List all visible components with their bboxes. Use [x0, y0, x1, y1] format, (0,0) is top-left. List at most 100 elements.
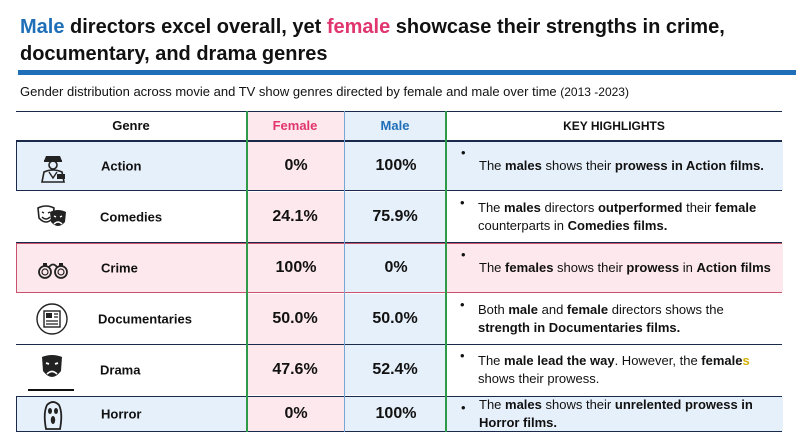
table-row: Comedies 24.1% 75.9% • The males directo…	[16, 192, 782, 242]
hl-text: and	[538, 302, 567, 317]
female-value: 50.0%	[246, 294, 344, 344]
table-row: Drama 47.6% 52.4% • The male lead the wa…	[16, 345, 782, 395]
header-bottom-border	[16, 140, 782, 141]
table-row: Action 0% 100% • The males shows their p…	[16, 141, 783, 191]
hl-bold: prowess in Action films.	[614, 158, 764, 173]
genre-cell: Horror	[17, 397, 247, 431]
male-value: 100%	[345, 142, 447, 190]
male-value: 0%	[345, 244, 447, 292]
hl-text: The	[479, 397, 506, 412]
male-value: 100%	[345, 397, 447, 431]
genre-cell: Drama	[16, 345, 246, 395]
hl-text: Both	[478, 302, 509, 317]
hl-text: counterparts in	[478, 218, 568, 233]
header-male: Male	[344, 111, 446, 140]
female-column-divider	[246, 111, 248, 432]
subtitle: Gender distribution across movie and TV …	[20, 84, 790, 100]
hl-bold: female	[714, 200, 757, 215]
hl-bold: female	[701, 353, 743, 368]
genre-label: Horror	[101, 406, 142, 422]
key-highlight: • The males shows their unrelented prowe…	[447, 397, 783, 431]
table-row: Horror 0% 100% • The males shows their u…	[16, 396, 783, 432]
hl-bold: male	[508, 302, 538, 317]
hl-bold: prowess	[626, 260, 680, 275]
hl-text: The	[479, 260, 506, 275]
hl-bold: strength in Documentaries films.	[478, 320, 681, 335]
hl-bold: males	[505, 158, 542, 173]
bullet-icon: •	[460, 348, 465, 363]
hl-bold: females	[505, 260, 554, 275]
hl-text: shows their	[553, 260, 627, 275]
female-value: 24.1%	[246, 192, 344, 242]
subtitle-main: Gender distribution across movie and TV …	[20, 84, 561, 99]
genre-label: Action	[101, 158, 142, 174]
bullet-icon: •	[461, 400, 466, 415]
bullet-icon: •	[460, 195, 465, 210]
police-officer-icon	[35, 150, 71, 184]
drama-underline	[28, 389, 74, 391]
hl-text: The	[478, 200, 505, 215]
header-genre: Genre	[112, 118, 150, 133]
hl-bold: male lead the way	[504, 353, 615, 368]
female-value: 100%	[247, 244, 345, 292]
genre-cell: Crime	[17, 244, 247, 292]
title-female-word: female	[326, 16, 391, 38]
handcuffs-icon	[35, 252, 71, 286]
key-highlight: • The male lead the way. However, the fe…	[446, 345, 782, 395]
table-header: Genre Female Male KEY HIGHLIGHTS	[16, 111, 782, 140]
genre-cell: Comedies	[16, 192, 246, 242]
genre-label: Documentaries	[98, 311, 192, 327]
drama-mask-icon	[34, 353, 70, 387]
male-column-divider	[344, 111, 345, 432]
hl-text: their	[682, 200, 715, 215]
hl-bold: Comedies films.	[567, 218, 668, 233]
key-highlight: • Both male and female directors shows t…	[446, 294, 782, 344]
hl-text: shows their	[541, 158, 615, 173]
row-border	[16, 344, 782, 345]
genre-label: Comedies	[100, 209, 163, 225]
title-text-1: directors excel overall, yet	[64, 16, 327, 38]
hl-text: in	[679, 260, 697, 275]
hl-bold: Action films	[696, 260, 771, 275]
hl-text: The	[478, 353, 505, 368]
key-highlight: • The females shows their prowess in Act…	[447, 244, 783, 292]
hl-text: directors	[540, 200, 598, 215]
table-row: Documentaries 50.0% 50.0% • Both male an…	[16, 294, 782, 344]
hl-bold: outperformed	[597, 200, 683, 215]
male-value: 50.0%	[344, 294, 446, 344]
genre-label: Drama	[100, 362, 141, 378]
key-highlight: • The males directors outperformed their…	[446, 192, 782, 242]
header-key-highlights: KEY HIGHLIGHTS	[563, 118, 665, 133]
hl-bold: unrelented prowess in Horror films.	[479, 397, 753, 430]
theater-masks-icon	[34, 200, 70, 234]
genre-label: Crime	[101, 260, 138, 276]
male-value: 52.4%	[344, 345, 446, 395]
gender-distribution-table: Genre Female Male KEY HIGHLIGHTS Action …	[16, 111, 783, 432]
subtitle-years: (2013 -2023)	[560, 85, 629, 99]
hl-text: shows their prowess.	[478, 371, 600, 386]
title-text-2: showcase their strengths in crime, docum…	[20, 16, 725, 65]
title-male-word: Male	[20, 16, 65, 38]
genre-cell: Documentaries	[16, 294, 246, 344]
hl-text: directors shows the	[608, 302, 724, 317]
genre-cell: Action	[17, 142, 247, 190]
female-value: 0%	[247, 142, 345, 190]
page-title: Male directors excel overall, yet female…	[20, 14, 790, 68]
newspaper-icon	[34, 302, 70, 336]
bullet-icon: •	[461, 145, 466, 160]
hl-bold: female	[566, 302, 609, 317]
table-row: Crime 100% 0% • The females shows their …	[16, 243, 783, 293]
hl-bold: males	[504, 200, 541, 215]
hl-text: . However, the	[614, 353, 702, 368]
bullet-icon: •	[461, 247, 466, 262]
male-value: 75.9%	[344, 192, 446, 242]
hl-bold: s	[742, 353, 750, 368]
female-value: 0%	[247, 397, 345, 431]
header-female: Female	[246, 111, 344, 140]
hl-text: shows their	[541, 397, 615, 412]
scream-mask-icon	[35, 399, 71, 433]
female-value: 47.6%	[246, 345, 344, 395]
hl-bold: males	[505, 397, 542, 412]
table-top-border	[16, 111, 782, 112]
key-highlight: • The males shows their prowess in Actio…	[447, 142, 783, 190]
